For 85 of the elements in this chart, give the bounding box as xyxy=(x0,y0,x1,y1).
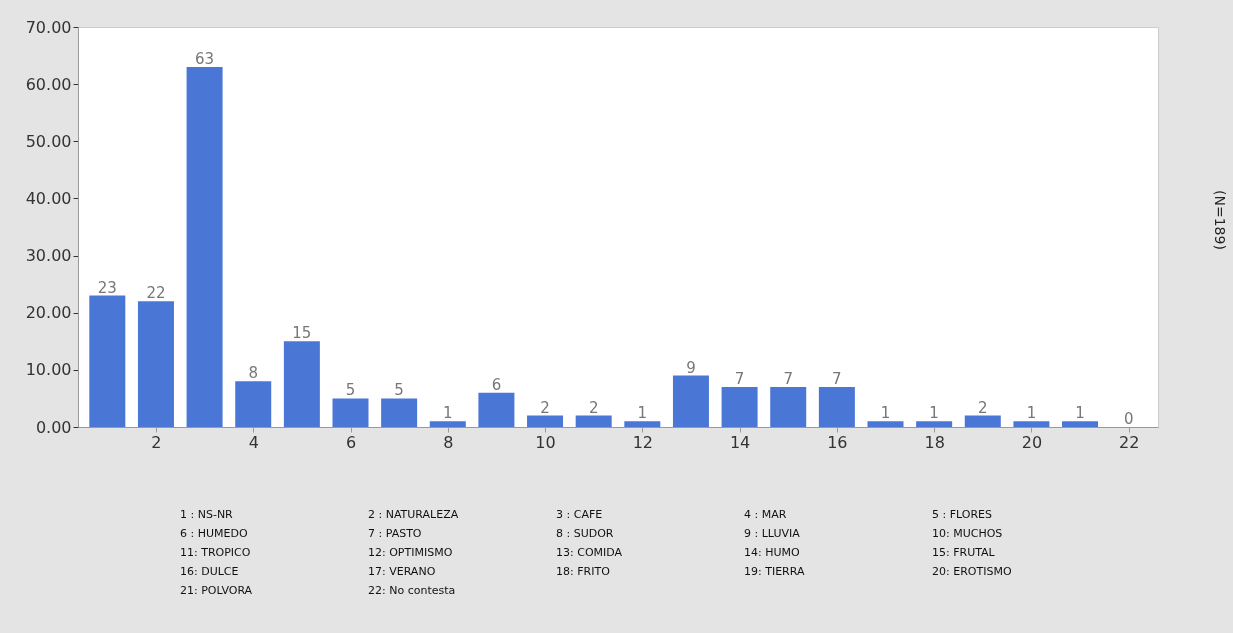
bar xyxy=(235,381,272,427)
text: 11: TROPICO xyxy=(180,546,252,559)
text: 15: FRUTAL xyxy=(932,546,996,559)
text: 7 : PASTO xyxy=(368,527,423,540)
data-label: 6 xyxy=(491,375,502,394)
x-tick-label: 22 xyxy=(1119,432,1140,452)
data-label: 2 xyxy=(540,398,550,417)
y2-axis-title: (N=189) xyxy=(1212,190,1228,250)
text: 6 : HUMEDO xyxy=(180,527,249,540)
bar xyxy=(916,421,953,427)
text: 14: HUMO xyxy=(744,546,801,559)
text: 10: MUCHOS xyxy=(932,527,1004,540)
data-label: 1 xyxy=(880,404,891,423)
bar xyxy=(1062,421,1099,427)
text: 21: POLVORA xyxy=(180,584,254,597)
y-tick-label: 30.00 xyxy=(25,246,72,266)
x-tick-label: 18 xyxy=(924,432,945,452)
data-label: 1 xyxy=(1075,404,1085,423)
data-label: 1 xyxy=(1026,404,1037,423)
text: 4 : MAR xyxy=(744,508,788,521)
data-label: 63 xyxy=(195,50,215,68)
bar xyxy=(137,301,174,427)
x-tick-label: 2 xyxy=(151,432,162,452)
data-label: 0 xyxy=(1123,410,1134,428)
text: 16: DULCE xyxy=(180,565,240,578)
data-label: 7 xyxy=(734,370,745,388)
text: 8 : SUDOR xyxy=(556,527,615,540)
bar xyxy=(867,421,904,427)
text: 2 : NATURALEZA xyxy=(368,508,460,521)
bar xyxy=(770,387,807,427)
data-label: 5 xyxy=(394,381,404,400)
data-label: 7 xyxy=(832,370,842,388)
bar xyxy=(818,387,855,427)
data-label: 1 xyxy=(637,404,648,423)
text: 5 : FLORES xyxy=(932,508,993,521)
data-label: 7 xyxy=(783,370,793,388)
y-tick-label: 60.00 xyxy=(25,74,72,94)
y-tick-label: 0.00 xyxy=(35,417,72,437)
y-tick-label: 70.00 xyxy=(25,17,72,37)
bar xyxy=(332,398,369,427)
bar xyxy=(478,392,515,427)
x-tick-label: 8 xyxy=(443,432,454,452)
y-tick-label: 10.00 xyxy=(25,360,72,380)
text: 20: EROTISMO xyxy=(932,565,1013,578)
bar xyxy=(721,387,758,427)
x-tick-label: 12 xyxy=(632,432,653,452)
data-label: 1 xyxy=(443,404,453,423)
data-label: 8 xyxy=(248,364,258,383)
data-label: 23 xyxy=(97,278,117,297)
x-tick-label: 20 xyxy=(1021,432,1043,452)
y-tick-label: 50.00 xyxy=(25,131,72,151)
bar xyxy=(89,295,126,427)
text: 9 : LLUVIA xyxy=(744,527,801,540)
data-label: 2 xyxy=(588,398,599,417)
x-tick-label: 10 xyxy=(535,432,556,452)
text: 18: FRITO xyxy=(556,565,611,578)
data-label: 5 xyxy=(345,381,356,400)
data-label: 1 xyxy=(929,404,939,423)
text: 13: COMIDA xyxy=(556,546,624,559)
y-tick-label: 20.00 xyxy=(25,303,72,323)
x-tick-label: 6 xyxy=(345,432,357,452)
text: 22: No contesta xyxy=(368,584,457,597)
data-label: 2 xyxy=(978,398,988,417)
bar xyxy=(381,398,418,427)
data-label: 9 xyxy=(686,358,696,377)
bar xyxy=(672,375,709,427)
bar xyxy=(964,415,1001,427)
bar xyxy=(1013,421,1050,427)
text: 19: TIERRA xyxy=(744,565,806,578)
text: 17: VERANO xyxy=(368,565,437,578)
data-label: 22 xyxy=(146,284,166,303)
text: 3 : CAFE xyxy=(556,508,604,521)
data-label: 15 xyxy=(292,324,312,343)
bar xyxy=(527,415,564,427)
bar xyxy=(575,415,612,427)
x-tick-label: 16 xyxy=(827,432,848,452)
text: 1 : NS-NR xyxy=(180,508,234,521)
text: 12: OPTIMISMO xyxy=(368,546,454,559)
bar xyxy=(283,341,320,427)
bar xyxy=(186,67,223,427)
x-tick-label: 4 xyxy=(248,432,259,452)
bar xyxy=(429,421,466,427)
y-tick-label: 40.00 xyxy=(25,188,72,208)
bar xyxy=(624,421,661,427)
x-tick-label: 14 xyxy=(729,432,751,452)
